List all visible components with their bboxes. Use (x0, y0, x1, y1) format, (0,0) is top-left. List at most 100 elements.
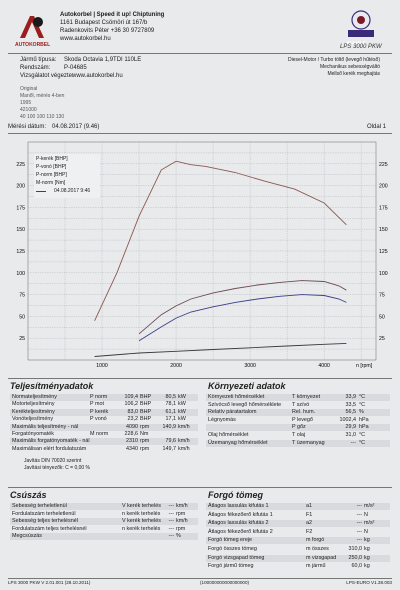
table-row: Szívócső levegő hőmérséklete T szívó 33,5 °… (206, 402, 390, 409)
table-row: Átlagos lassulás kifutás 2 a2 --- m/s² (206, 520, 390, 528)
x-tick-label: 2000 (170, 363, 182, 369)
row-unit: BHP (140, 401, 152, 408)
table-row: Forgó jármű tömeg m jármű 60,0 kg (206, 563, 390, 570)
row-value: 56,5 (345, 409, 357, 416)
row-unit: km/h (178, 438, 190, 445)
row-value: 310,0 (348, 546, 363, 552)
row-label: Forgó összes tömeg (208, 546, 257, 552)
row-value: 78,1 (165, 401, 177, 408)
legend-entry: P-kerék [BHP] (36, 156, 68, 162)
y-tick-label-left: 200 (16, 184, 25, 190)
header-divider (8, 53, 392, 54)
row-symbol: P gőz (292, 424, 306, 431)
row-value: 228,6 (124, 431, 139, 437)
footer-center: (100000000000000000) (200, 580, 250, 585)
row-label: Fordulatszám terheletlenül (12, 510, 76, 517)
row-unit: km/h (176, 503, 188, 509)
row-symbol: m jármű (306, 563, 326, 570)
row-unit: rpm (140, 423, 150, 430)
environment-table: Környezeti hőmérséklet T környezet 33,9 °C S… (206, 394, 390, 450)
company-contact: Radenkovits Péter +36 30 9727809 (60, 28, 155, 34)
x-tick-label: 3000 (244, 363, 256, 369)
row-label: Átlagos fékezőerő kifutás 2 (208, 528, 273, 535)
table-row: Normateljesítmény P norm 109,4 BHP 80,5 kW (10, 394, 198, 401)
row-symbol: V kerék terhelés (122, 518, 161, 525)
table-row: Olaj hőmérséklet T olaj 31,0 °C (206, 432, 390, 439)
table-row: Forgatónyomaték M norm 228,6 Nm (10, 431, 198, 438)
table-row: Fordulatszám terheletlenül n kerék terhel… (10, 511, 198, 518)
y-tick-label-right: 50 (379, 314, 385, 320)
table-row: Maximális teljesítmény - nál 4090 rpm 140,9… (10, 423, 198, 431)
row-unit: km/h (176, 518, 188, 525)
table-row: Megcsúszás ---% (10, 533, 198, 541)
row-unit: °C (359, 439, 366, 446)
row-unit: km/h (178, 445, 190, 452)
row-value: 33,5 (345, 401, 357, 408)
y-tick-label-left: 25 (19, 336, 25, 342)
row-unit: °C (359, 394, 366, 400)
norm-line2: Javítási tényezők: C = 0,00 % (24, 465, 91, 471)
row-symbol: F2 (306, 528, 313, 535)
y-tick-label-left: 75 (19, 293, 25, 299)
row-label: Légnyomás (208, 416, 236, 423)
logo-text: AUTOKORBEL (15, 42, 51, 48)
row-value: --- (356, 537, 362, 544)
table-row: P gőz 29,9 hPa (206, 424, 390, 432)
chart-legend: P-kerék [BHP] P-vonó [BHP] P-norm [BHP] … (34, 154, 100, 198)
row-label: Megcsúszás (12, 533, 42, 540)
row-symbol: V kerék terhelés (122, 503, 161, 509)
row-label: Relatív páratartalom (208, 409, 257, 416)
row-value: 80,5 (165, 394, 177, 400)
inertia-table: Átlagos lassulás kifutás 1 a1 --- m/s² Átlag… (206, 503, 390, 575)
row-symbol: n kerék terhelés (122, 525, 161, 532)
row-value: 140,9 (162, 423, 177, 430)
row-value: 149,7 (162, 445, 177, 452)
table-row: Forgó vizsgapad tömeg m vizsgapad 250,0 kg (206, 554, 390, 562)
engine-line3: Mellső kerék meghajtás (327, 71, 380, 77)
y-tick-label-left: 125 (16, 249, 25, 255)
vehicle-type-label: Jármű típusa: (20, 57, 57, 63)
table-row: Sebesség teljes terhelésnél V kerék terhe… (10, 518, 198, 526)
row-unit: kW (178, 401, 186, 408)
table-row: Sebesség terheletlenül V kerék terhelés --… (10, 503, 198, 510)
y-tick-label-left: 150 (16, 227, 25, 233)
legend-entry: 04.08.2017 9:46 (54, 188, 91, 194)
row-value: --- (356, 520, 362, 527)
row-value: 60,0 (351, 563, 363, 570)
row-unit: rpm (140, 438, 150, 445)
table-row: Maximális forgatónyomaték - nál 2310 rpm 79… (10, 438, 198, 446)
table-row: Átlagos fékezőerő kifutás 2 F2 --- N (206, 529, 390, 536)
table-row: Vonóteljesítmény P vonó 23,2 BHP 17,1 kW (10, 416, 198, 423)
row-label: Maximálisan elért fordulatszám (12, 445, 87, 452)
y-tick-label-right: 25 (379, 336, 385, 342)
date-value: 04.08.2017 (9.46) (52, 124, 100, 130)
row-label: Vonóteljesítmény (12, 416, 54, 423)
series-line-2 (138, 294, 347, 342)
row-symbol: Rel. hum. (292, 409, 316, 416)
row-symbol: P levegő (292, 416, 313, 423)
y-tick-label-right: 125 (379, 249, 388, 255)
row-label: Szívócső levegő hőmérséklete (208, 401, 282, 408)
row-unit: rpm (176, 510, 186, 517)
row-label: Környezeti hőmérséklet (208, 394, 265, 400)
table-row: Forgó tömeg ereje m forgó --- kg (206, 537, 390, 545)
row-unit: BHP (140, 416, 152, 423)
row-value: --- (168, 503, 174, 509)
footer-divider (8, 578, 392, 579)
chart-top-divider (8, 133, 392, 134)
row-symbol: m összes (306, 546, 329, 552)
row-unit: kW (178, 416, 186, 423)
row-value: 23,2 (127, 416, 139, 423)
row-value: --- (356, 511, 362, 518)
row-value: 29,9 (345, 424, 357, 431)
section-divider (8, 378, 392, 379)
performance-title: Teljesítményadatok (10, 381, 94, 391)
row-unit: m/s² (364, 503, 375, 509)
row-value: 250,0 (348, 554, 363, 561)
mahle-brand: MAHLE (347, 41, 367, 47)
y-tick-label-right: 150 (379, 227, 388, 233)
row-value: 1002,4 (339, 416, 357, 423)
inertia-title: Forgó tömeg (208, 490, 263, 500)
row-value: 31,0 (345, 432, 357, 438)
